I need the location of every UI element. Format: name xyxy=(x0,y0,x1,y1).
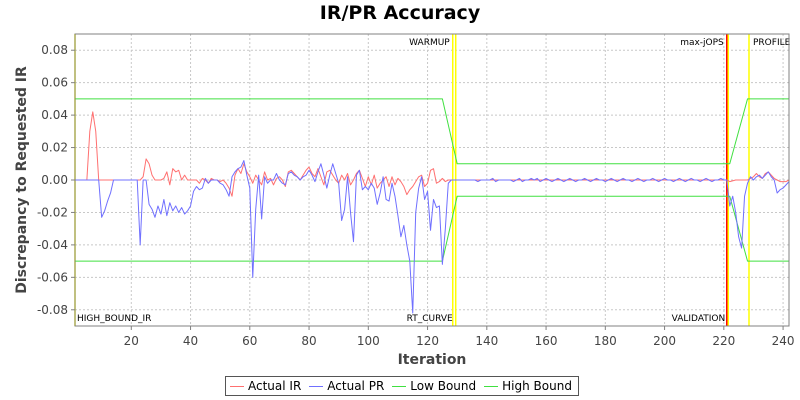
x-axis-label: Iteration xyxy=(398,352,467,368)
marker-label: WARMUP xyxy=(409,38,450,48)
x-tick-label: 200 xyxy=(653,334,676,348)
legend-swatch xyxy=(309,385,324,387)
y-tick-label: 0.04 xyxy=(41,108,68,122)
legend-label: Actual IR xyxy=(248,379,302,393)
y-tick-label: 0.06 xyxy=(41,76,68,90)
legend-swatch xyxy=(392,385,407,387)
x-tick-label: 40 xyxy=(183,334,198,348)
marker-label: RT_CURVE xyxy=(407,314,453,324)
y-tick-label: -0.02 xyxy=(37,205,68,219)
x-tick-label: 20 xyxy=(124,334,139,348)
y-tick-label: 0.08 xyxy=(41,43,68,57)
legend-label: High Bound xyxy=(502,379,572,393)
y-tick-label: -0.06 xyxy=(37,270,68,284)
y-tick-label: -0.08 xyxy=(37,303,68,317)
legend-item: Actual IR xyxy=(230,379,301,393)
marker-label: PROFILE xyxy=(753,38,791,48)
legend-item: Low Bound xyxy=(392,379,476,393)
legend-item: Actual PR xyxy=(309,379,384,393)
marker-label: max-jOPS xyxy=(680,38,724,48)
y-tick-label: 0.00 xyxy=(41,173,68,187)
y-tick-label: -0.04 xyxy=(37,238,68,252)
series-line-high-bound xyxy=(75,98,789,165)
x-tick-label: 60 xyxy=(242,334,257,348)
x-tick-label: 140 xyxy=(475,334,498,348)
x-tick-label: 80 xyxy=(301,334,316,348)
x-tick-label: 220 xyxy=(712,334,735,348)
y-axis-label: Discrepancy to Requested IR xyxy=(14,66,30,294)
marker-label: HIGH_BOUND_IR xyxy=(77,314,151,324)
y-tick-label: 0.02 xyxy=(41,141,68,155)
plot-border xyxy=(74,33,790,327)
x-tick-label: 160 xyxy=(535,334,558,348)
x-tick-label: 180 xyxy=(594,334,617,348)
marker-label: VALIDATION xyxy=(672,314,726,324)
chart-title: IR/PR Accuracy xyxy=(319,2,481,24)
series-lines xyxy=(75,98,790,314)
x-tick-label: 120 xyxy=(416,334,439,348)
series-line-actual-pr xyxy=(75,160,790,314)
legend-swatch xyxy=(484,385,499,387)
x-tick-label: 100 xyxy=(357,334,380,348)
legend: Actual IR Actual PR Low Bound High Bound xyxy=(225,376,579,396)
x-tick-label: 240 xyxy=(772,334,795,348)
legend-label: Actual PR xyxy=(327,379,385,393)
legend-swatch xyxy=(230,385,244,387)
series-line-low-bound xyxy=(75,195,789,262)
legend-item: High Bound xyxy=(484,379,572,393)
axes: 20 40 60 80 100 120 140 160 180 200 220 240 -0.08 -0.… xyxy=(37,33,795,348)
legend-label: Low Bound xyxy=(410,379,477,393)
